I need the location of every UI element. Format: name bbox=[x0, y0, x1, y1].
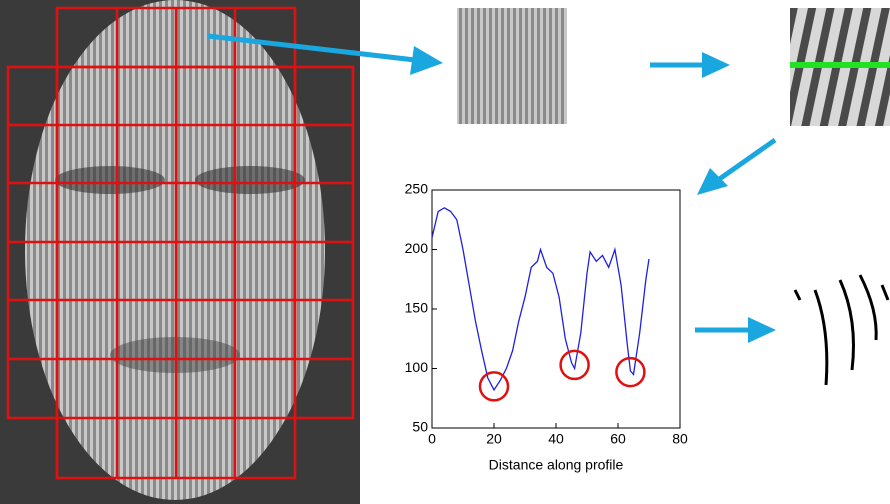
x-tick-label: 20 bbox=[486, 431, 502, 447]
y-tick-label: 50 bbox=[412, 419, 428, 435]
arrows bbox=[207, 33, 777, 343]
minimum-highlight bbox=[478, 371, 510, 402]
y-tick-label: 250 bbox=[405, 181, 429, 197]
red-grid bbox=[6, 6, 355, 480]
crop-image bbox=[457, 8, 567, 124]
minimum-highlight bbox=[615, 356, 646, 388]
data-line bbox=[431, 207, 650, 392]
x-tick-label: 0 bbox=[428, 431, 436, 447]
face-image bbox=[0, 0, 360, 504]
fringe-result bbox=[793, 274, 890, 386]
zoomed-crop bbox=[790, 8, 890, 126]
y-tick-label: 200 bbox=[405, 240, 429, 256]
y-tick-label: 100 bbox=[405, 359, 429, 375]
y-tick-label: 150 bbox=[405, 300, 429, 316]
x-axis-label: Distance along profile bbox=[489, 457, 624, 473]
x-tick-label: 40 bbox=[548, 431, 564, 447]
minimum-highlight bbox=[559, 349, 590, 381]
x-tick-label: 60 bbox=[610, 431, 626, 447]
x-tick-label: 80 bbox=[672, 431, 688, 447]
